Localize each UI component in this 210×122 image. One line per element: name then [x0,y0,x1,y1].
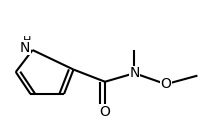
Text: N: N [20,41,30,55]
Text: O: O [100,105,110,119]
Text: O: O [160,77,171,91]
Text: N: N [129,66,140,80]
Text: H: H [23,36,32,46]
